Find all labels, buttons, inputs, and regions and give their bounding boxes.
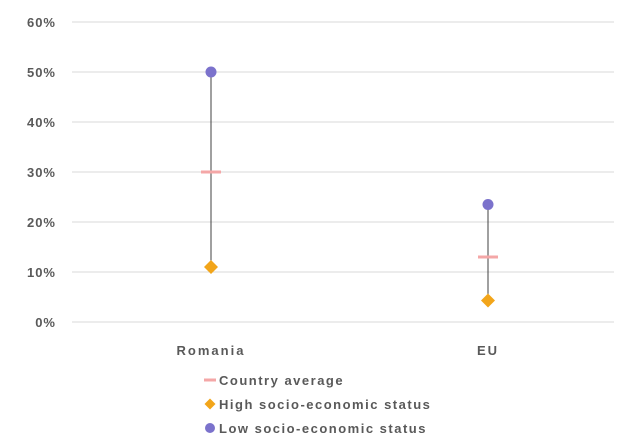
y-tick-label: 50%: [27, 65, 56, 80]
y-tick-label: 60%: [27, 15, 56, 30]
y-axis-tick-labels: 0% 10% 20% 30% 40% 50% 60%: [27, 15, 56, 330]
legend-marker-high-ses: [204, 398, 216, 410]
x-axis-category-labels: Romania EU: [177, 343, 499, 358]
range-lines: [210, 72, 489, 301]
y-tick-label: 20%: [27, 215, 56, 230]
legend: Country average High socio-economic statu…: [204, 373, 431, 436]
data-markers: [201, 66, 498, 308]
legend-label: Low socio-economic status: [219, 421, 427, 436]
legend-label: Country average: [219, 373, 344, 388]
y-tick-label: 10%: [27, 265, 56, 280]
marker-high-ses: [481, 293, 495, 308]
legend-label: High socio-economic status: [219, 397, 431, 412]
y-tick-label: 30%: [27, 165, 56, 180]
y-tick-label: 0%: [35, 315, 56, 330]
y-tick-label: 40%: [27, 115, 56, 130]
marker-high-ses: [204, 260, 218, 274]
marker-low-ses: [205, 66, 217, 78]
x-category-label: EU: [477, 343, 499, 358]
x-category-label: Romania: [177, 343, 246, 358]
legend-marker-low-ses: [205, 423, 215, 433]
marker-low-ses: [482, 199, 494, 210]
gridlines: [72, 21, 614, 323]
